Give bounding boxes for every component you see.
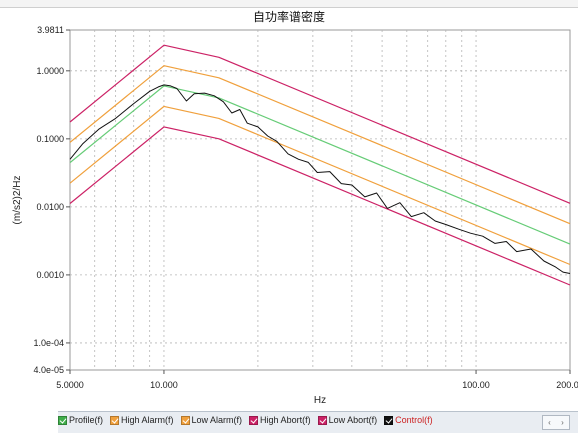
high-abort-checkbox-icon[interactable]: [249, 415, 259, 425]
y-tick-label: 0.1000: [36, 134, 64, 144]
top-toolbar-strip: [0, 0, 578, 8]
x-axis-label: Hz: [314, 395, 326, 406]
x-tick-label: 10.000: [150, 380, 178, 390]
series-line-controlf: [69, 84, 571, 274]
series-line-profilef: [69, 85, 571, 245]
x-tick-label: 5.0000: [56, 380, 84, 390]
legend-item-profile[interactable]: Profile(f): [58, 415, 103, 425]
y-tick-label: 1.0e-04: [33, 338, 64, 348]
y-axis-label: (m/s2)2/Hz: [12, 176, 23, 225]
series-line-high alarmf: [69, 65, 571, 225]
high-alarm-checkbox-icon[interactable]: [110, 415, 120, 425]
plot-area: [69, 29, 571, 371]
legend-label: High Abort(f): [260, 415, 311, 425]
scroll-left-icon[interactable]: ‹: [548, 418, 551, 427]
x-tick-label: 200.00: [556, 380, 578, 390]
chart-title: 自功率谱密度: [252, 10, 325, 24]
legend-label: High Alarm(f): [121, 415, 174, 425]
legend-item-high-abort[interactable]: High Abort(f): [249, 415, 311, 425]
y-tick-label: 0.0010: [36, 270, 64, 280]
legend-label-control: Control(f): [395, 415, 433, 425]
profile-checkbox-icon[interactable]: [58, 415, 67, 425]
legend-scroll-control: ‹ ›: [542, 415, 570, 430]
series-line-low abortf: [69, 126, 571, 286]
legend-item-high-alarm[interactable]: High Alarm(f): [110, 415, 174, 425]
low-abort-checkbox-icon[interactable]: [317, 415, 327, 425]
x-tick-label: 100.00: [462, 380, 490, 390]
series-line-high abortf: [69, 44, 571, 204]
y-tick-label: 4.0e-05: [33, 365, 64, 375]
legend-item-low-abort[interactable]: Low Abort(f): [317, 415, 378, 425]
legend-item-control[interactable]: Control(f): [384, 415, 433, 425]
scroll-right-icon[interactable]: ›: [561, 418, 564, 427]
y-tick-label: 1.0000: [36, 66, 64, 76]
legend-label: Profile(f): [69, 415, 104, 425]
y-tick-label: 0.0100: [36, 202, 64, 212]
legend-item-low-alarm[interactable]: Low Alarm(f): [180, 415, 243, 425]
y-tick-label: 3.9811: [37, 25, 64, 35]
series-line-low alarmf: [69, 105, 571, 266]
control-checkbox-icon[interactable]: [384, 415, 394, 425]
legend-label: Low Alarm(f): [191, 415, 243, 425]
legend: Profile(f) High Alarm(f) Low Alarm(f) Hi…: [58, 415, 433, 425]
low-alarm-checkbox-icon[interactable]: [180, 415, 190, 425]
legend-bar: Profile(f) High Alarm(f) Low Alarm(f) Hi…: [58, 411, 578, 433]
psd-chart: 5.0000 10.000 100.00 200.00 3.9811 1.0000 0.10…: [12, 25, 578, 406]
legend-label: Low Abort(f): [328, 415, 378, 425]
